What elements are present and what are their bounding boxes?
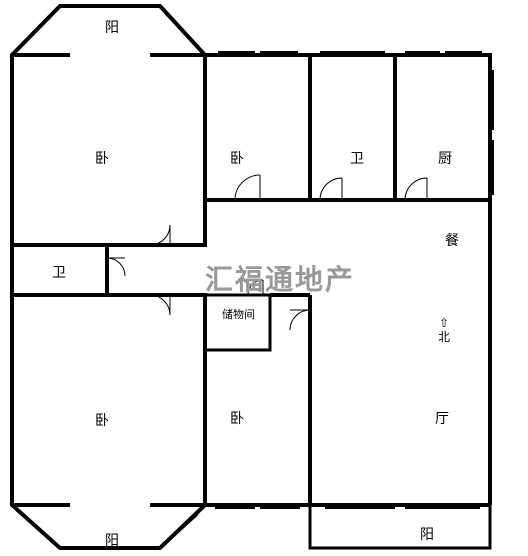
label-balcony-bottom-right: 阳	[420, 524, 434, 544]
label-balcony-bottom-left: 阳	[105, 530, 119, 550]
watermark-text: 汇福通地产	[205, 258, 355, 298]
label-balcony-top: 阳	[105, 17, 119, 37]
label-bath-top: 卫	[350, 148, 364, 168]
compass-arrow: ⇧	[438, 316, 450, 330]
label-living: 厅	[435, 408, 449, 428]
label-kitchen: 厨	[438, 148, 452, 168]
label-dining: 餐	[445, 230, 459, 250]
label-bedroom-left-bottom: 卧	[95, 410, 109, 430]
label-bath-left: 卫	[52, 262, 66, 282]
compass-north: 北	[438, 330, 450, 344]
label-storage: 储物间	[222, 306, 255, 322]
compass-indicator: ⇧ 北	[438, 316, 450, 345]
label-bedroom-mid-top: 卧	[230, 148, 244, 168]
floorplan-container: 阳 阳 阳 卧 卧 卧 卧 卫 卫 厨 餐 厅 储物间 ⇧ 北 汇福通地产	[0, 0, 528, 556]
label-bedroom-mid-bottom: 卧	[230, 408, 244, 428]
label-bedroom-left-top: 卧	[95, 148, 109, 168]
